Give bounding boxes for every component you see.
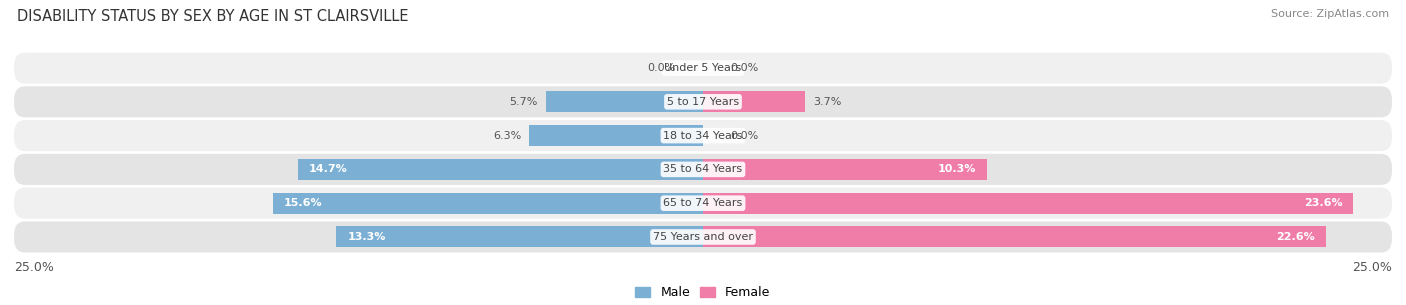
Bar <box>703 159 987 180</box>
Text: Source: ZipAtlas.com: Source: ZipAtlas.com <box>1271 9 1389 19</box>
FancyBboxPatch shape <box>14 221 1392 253</box>
Text: 25.0%: 25.0% <box>1353 261 1392 274</box>
Bar <box>703 227 1326 247</box>
Text: 0.0%: 0.0% <box>647 63 675 73</box>
FancyBboxPatch shape <box>14 120 1392 151</box>
Text: 0.0%: 0.0% <box>731 63 759 73</box>
Text: 13.3%: 13.3% <box>347 232 385 242</box>
Text: 14.7%: 14.7% <box>309 164 347 174</box>
Text: 75 Years and over: 75 Years and over <box>652 232 754 242</box>
Text: 3.7%: 3.7% <box>813 97 842 107</box>
Text: 5.7%: 5.7% <box>509 97 537 107</box>
Text: DISABILITY STATUS BY SEX BY AGE IN ST CLAIRSVILLE: DISABILITY STATUS BY SEX BY AGE IN ST CL… <box>17 9 408 24</box>
Text: 15.6%: 15.6% <box>284 198 323 208</box>
Text: 6.3%: 6.3% <box>494 131 522 141</box>
Bar <box>703 92 806 112</box>
FancyBboxPatch shape <box>14 188 1392 219</box>
Bar <box>530 125 703 146</box>
Bar <box>298 159 703 180</box>
Bar <box>336 227 703 247</box>
Text: 65 to 74 Years: 65 to 74 Years <box>664 198 742 208</box>
FancyBboxPatch shape <box>14 154 1392 185</box>
Text: 0.0%: 0.0% <box>731 131 759 141</box>
Text: 35 to 64 Years: 35 to 64 Years <box>664 164 742 174</box>
Text: 22.6%: 22.6% <box>1277 232 1315 242</box>
Legend: Male, Female: Male, Female <box>630 281 776 304</box>
Text: 10.3%: 10.3% <box>938 164 976 174</box>
Bar <box>273 193 703 213</box>
Text: Under 5 Years: Under 5 Years <box>665 63 741 73</box>
Text: 18 to 34 Years: 18 to 34 Years <box>664 131 742 141</box>
Text: 25.0%: 25.0% <box>14 261 53 274</box>
FancyBboxPatch shape <box>14 86 1392 117</box>
Bar <box>546 92 703 112</box>
Text: 23.6%: 23.6% <box>1303 198 1343 208</box>
Text: 5 to 17 Years: 5 to 17 Years <box>666 97 740 107</box>
Bar <box>703 193 1354 213</box>
FancyBboxPatch shape <box>14 52 1392 84</box>
